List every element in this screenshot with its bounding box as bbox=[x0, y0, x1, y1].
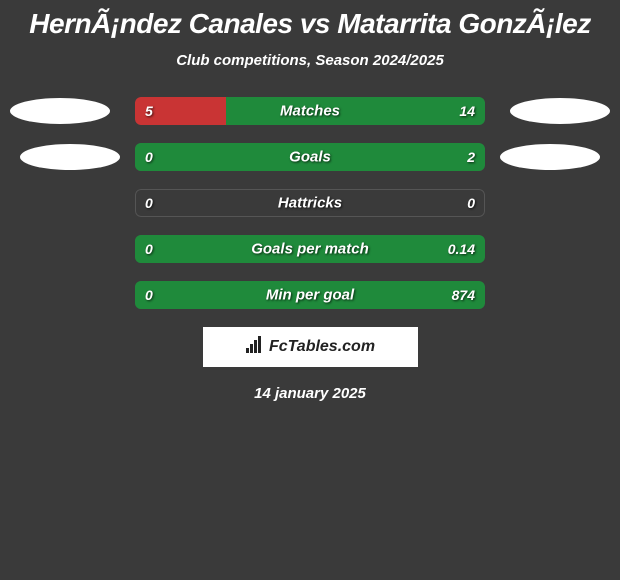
chart-icon bbox=[245, 336, 265, 359]
stat-value-right: 0.14 bbox=[448, 241, 475, 257]
logo-text: FcTables.com bbox=[269, 338, 375, 356]
player-right-ellipse bbox=[510, 98, 610, 124]
logo-box[interactable]: FcTables.com bbox=[203, 327, 418, 367]
stat-label: Goals per match bbox=[251, 241, 369, 258]
logo-inner: FcTables.com bbox=[245, 336, 375, 359]
stat-value-right: 2 bbox=[467, 149, 475, 165]
stat-value-right: 874 bbox=[452, 287, 475, 303]
stat-value-left: 0 bbox=[145, 149, 153, 165]
stat-value-right: 0 bbox=[467, 195, 475, 211]
stat-value-left: 0 bbox=[145, 287, 153, 303]
stat-bar: 0 0.14 Goals per match bbox=[135, 235, 485, 263]
page-subtitle: Club competitions, Season 2024/2025 bbox=[0, 52, 620, 69]
player-right-ellipse bbox=[500, 144, 600, 170]
stat-label: Hattricks bbox=[278, 195, 342, 212]
comparison-area: 5 14 Matches 0 2 Goals 0 0 Hattricks 0 0.14 Goals p… bbox=[0, 97, 620, 309]
date-label: 14 january 2025 bbox=[0, 385, 620, 402]
stat-label: Matches bbox=[280, 103, 340, 120]
stat-label: Min per goal bbox=[266, 287, 354, 304]
stat-value-left: 0 bbox=[145, 241, 153, 257]
stat-bar: 0 874 Min per goal bbox=[135, 281, 485, 309]
stat-bar: 0 2 Goals bbox=[135, 143, 485, 171]
player-left-ellipse bbox=[10, 98, 110, 124]
player-left-ellipse bbox=[20, 144, 120, 170]
page-title: HernÃ¡ndez Canales vs Matarrita GonzÃ¡le… bbox=[0, 8, 620, 40]
bar-right-fill bbox=[226, 97, 485, 125]
stat-value-left: 5 bbox=[145, 103, 153, 119]
stat-value-left: 0 bbox=[145, 195, 153, 211]
stat-bar: 0 0 Hattricks bbox=[135, 189, 485, 217]
header: HernÃ¡ndez Canales vs Matarrita GonzÃ¡le… bbox=[0, 0, 620, 69]
stat-label: Goals bbox=[289, 149, 331, 166]
stat-row: 5 14 Matches bbox=[0, 97, 620, 125]
stat-value-right: 14 bbox=[459, 103, 475, 119]
stat-row: 0 2 Goals bbox=[0, 143, 620, 171]
stat-row: 0 874 Min per goal bbox=[0, 281, 620, 309]
stat-bar: 5 14 Matches bbox=[135, 97, 485, 125]
stat-row: 0 0.14 Goals per match bbox=[0, 235, 620, 263]
stat-row: 0 0 Hattricks bbox=[0, 189, 620, 217]
